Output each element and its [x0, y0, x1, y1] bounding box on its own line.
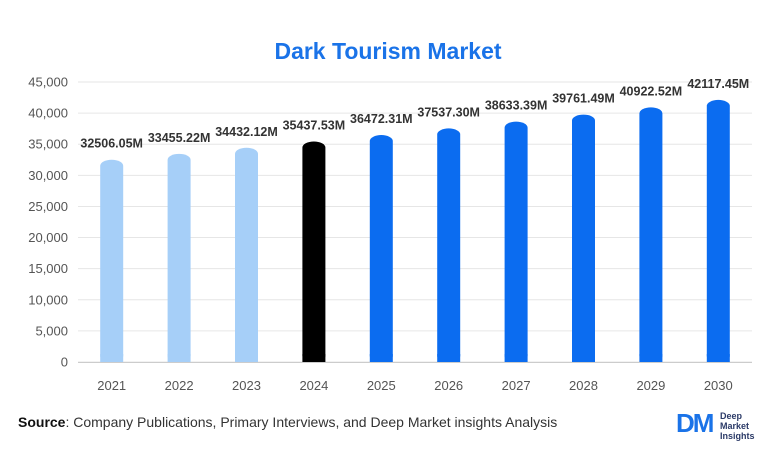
bar-base-2026: [437, 354, 461, 362]
bar-base-2024: [302, 354, 326, 362]
source-text: : Company Publications, Primary Intervie…: [65, 414, 558, 430]
bar-2022: [167, 153, 191, 362]
x-tick-label-2026: 2026: [434, 378, 463, 393]
y-tick-label: 25,000: [28, 199, 68, 214]
x-tick-label-2023: 2023: [232, 378, 261, 393]
bar-2027: [504, 121, 528, 362]
data-label-2022: 33455.22M: [148, 131, 211, 145]
y-tick-label: 20,000: [28, 230, 68, 245]
x-tick-label-2022: 2022: [165, 378, 194, 393]
data-label-2028: 39761.49M: [552, 92, 615, 106]
x-tick-label-2029: 2029: [636, 378, 665, 393]
logo-line-1: Deep: [720, 411, 743, 421]
x-tick-label-2028: 2028: [569, 378, 598, 393]
data-label-2027: 38633.39M: [485, 99, 548, 113]
y-tick-label: 45,000: [28, 75, 68, 90]
y-axis: 0 5,000 10,000 15,000 20,000 25,000 30,000 35,0…: [28, 75, 68, 370]
data-label-2030: 42117.45M: [687, 77, 749, 91]
y-tick-label: 10,000: [28, 292, 68, 307]
data-label-2023: 34432.12M: [215, 125, 278, 139]
data-label-2026: 37537.30M: [417, 105, 480, 119]
x-tick-label-2027: 2027: [502, 378, 531, 393]
bar-2029: [639, 107, 663, 362]
source-label: Source: [18, 414, 66, 430]
data-label-2029: 40922.52M: [620, 84, 683, 98]
bar-2025: [369, 135, 393, 362]
y-tick-label: 15,000: [28, 261, 68, 276]
data-label-2024: 35437.53M: [283, 118, 346, 132]
bar-base-2027: [504, 354, 528, 362]
y-tick-label: 40,000: [28, 106, 68, 121]
bar-2021: [100, 159, 124, 362]
bar-2026: [437, 128, 461, 362]
bar-chart: 0 5,000 10,000 15,000 20,000 25,000 30,000 35,0…: [28, 75, 752, 393]
data-label-2021: 32506.05M: [80, 137, 143, 151]
y-tick-label: 35,000: [28, 137, 68, 152]
bar-base-2030: [706, 354, 730, 362]
bar-base-2021: [100, 354, 124, 362]
chart-title: Dark Tourism Market: [274, 38, 502, 64]
logo-line-3: Insights: [720, 431, 755, 441]
company-logo: DM Deep Market Insights: [676, 408, 766, 444]
bar-base-2022: [167, 354, 191, 362]
x-tick-label-2021: 2021: [97, 378, 126, 393]
bar-base-2023: [235, 354, 258, 362]
logo-mark: DM: [676, 408, 714, 438]
bars: [100, 99, 730, 363]
y-tick-label: 0: [61, 355, 68, 370]
bar-2030: [706, 99, 730, 363]
data-labels: 32506.05M 33455.22M 34432.12M 35437.53M 3647…: [80, 77, 749, 151]
logo-line-2: Market: [720, 421, 750, 431]
bar-base-2029: [639, 354, 663, 362]
bar-2028: [572, 114, 595, 362]
y-tick-label: 5,000: [35, 323, 68, 338]
y-tick-label: 30,000: [28, 168, 68, 183]
x-axis: 2021 2022 2023 2024 2025 2026 2027 2028 2029 2030: [97, 378, 733, 393]
bar-2024: [302, 141, 326, 362]
source-note: Source: Company Publications, Primary In…: [18, 414, 557, 430]
logo-text: Deep Market Insights: [720, 411, 770, 441]
x-tick-label-2024: 2024: [299, 378, 328, 393]
data-label-2025: 36472.31M: [350, 112, 413, 126]
x-tick-label-2030: 2030: [704, 378, 733, 393]
bar-base-2028: [572, 354, 595, 362]
x-tick-label-2025: 2025: [367, 378, 396, 393]
bar-base-2025: [369, 354, 393, 362]
bar-2023: [235, 147, 258, 362]
